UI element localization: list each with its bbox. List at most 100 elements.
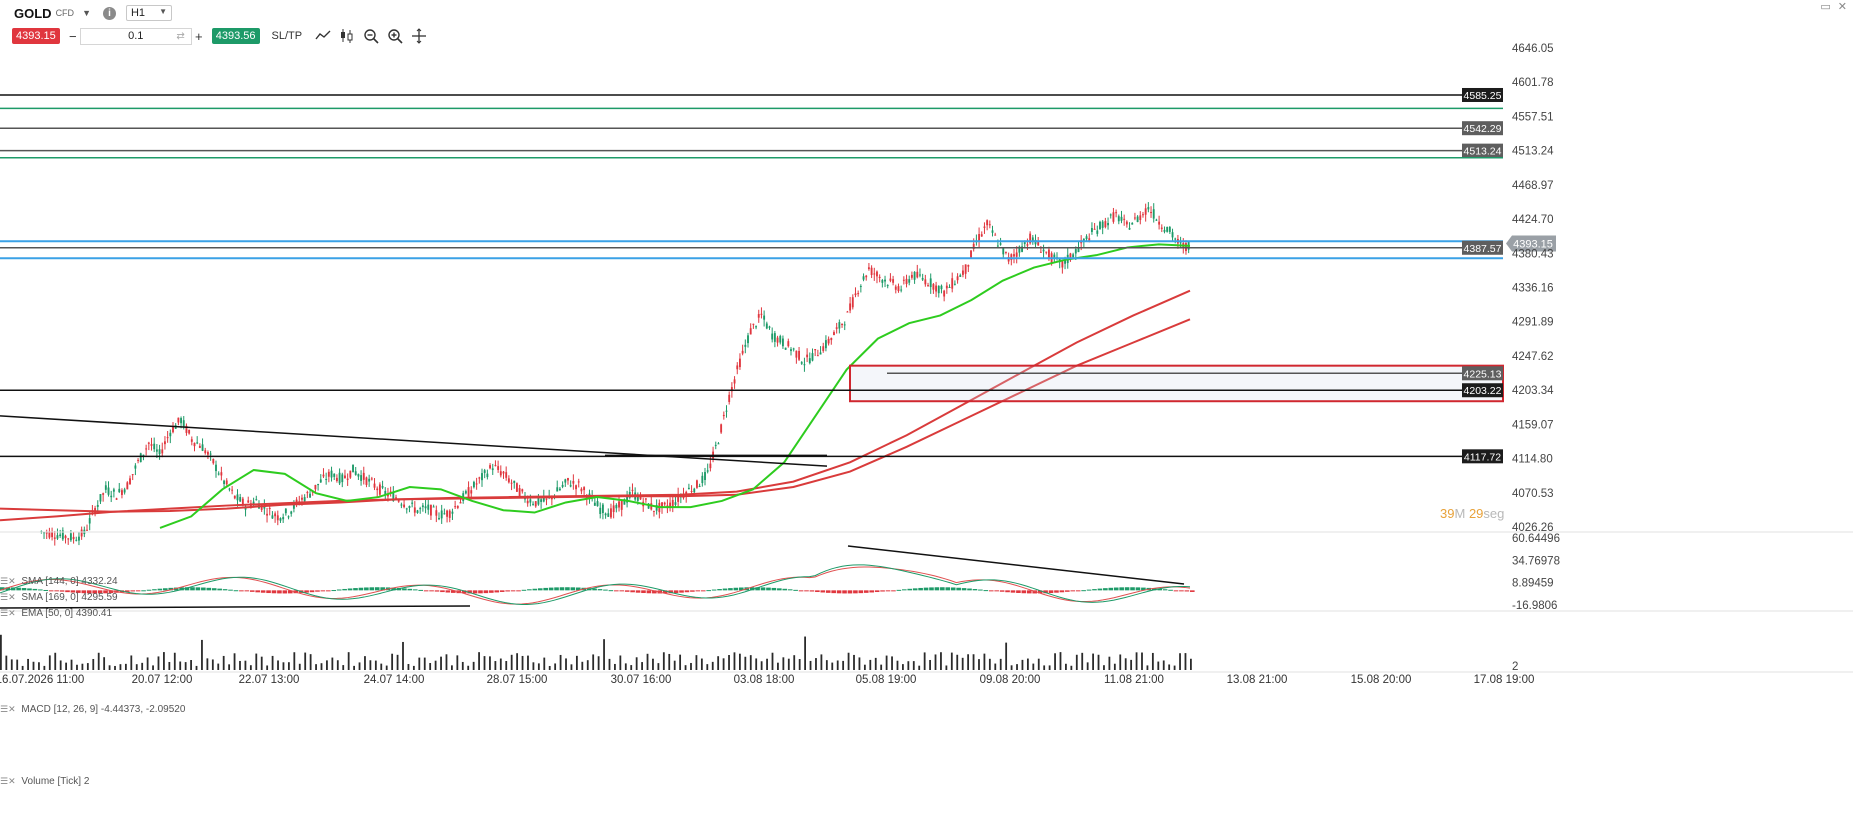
volume-bar <box>1173 665 1176 670</box>
crosshair-icon[interactable] <box>410 27 428 45</box>
volume-bar <box>711 661 714 670</box>
increase-quantity-button[interactable]: + <box>194 28 203 44</box>
sltp-button[interactable]: SL/TP <box>271 30 303 42</box>
candle-body <box>833 332 835 336</box>
buy-price-button[interactable]: 4393.56 <box>211 28 260 44</box>
macd-histogram-bar <box>217 588 222 591</box>
volume-bar <box>342 665 345 670</box>
volume-bar <box>146 657 149 670</box>
candle-body <box>470 490 473 494</box>
candle-body <box>411 502 414 504</box>
macd-histogram-bar <box>190 587 195 591</box>
macd-histogram-bar <box>815 590 820 593</box>
volume-bar <box>157 656 160 670</box>
zoom-out-icon[interactable] <box>362 27 380 45</box>
candle-body <box>397 500 400 502</box>
info-icon[interactable]: i <box>102 6 116 20</box>
candle-body <box>1117 216 1120 222</box>
candle-body <box>983 226 986 228</box>
macd-histogram-bar <box>907 588 913 591</box>
candle-body <box>669 502 672 507</box>
volume-bar <box>657 663 660 670</box>
candle-body <box>158 449 161 455</box>
candle-body <box>349 470 352 478</box>
candle-body <box>204 450 207 454</box>
candle-body <box>376 488 379 491</box>
legend-settings-icon[interactable]: ☰✕ <box>0 704 16 714</box>
timeframe-select[interactable]: H1 ▼ <box>125 5 172 21</box>
candlestick-icon[interactable] <box>338 27 356 45</box>
minimize-icon[interactable]: ▭ <box>1820 1 1831 13</box>
candle-body <box>75 539 78 541</box>
line-chart-icon[interactable] <box>314 27 332 45</box>
volume-bar <box>777 662 779 670</box>
legend-volume[interactable]: ☰✕ Volume [Tick] 2 <box>0 776 90 787</box>
candle-body <box>1107 222 1109 226</box>
macd-histogram-bar <box>59 590 65 592</box>
candle-body <box>532 503 534 505</box>
legend-sma144[interactable]: ☰✕ SMA [144, 0] 4332.24 <box>0 576 118 587</box>
macd-histogram-bar <box>342 588 347 591</box>
candle-body <box>854 293 857 296</box>
candle-body <box>994 234 997 236</box>
volume-bar <box>554 663 557 670</box>
candle-body <box>1123 218 1126 220</box>
legend-macd[interactable]: ☰✕ MACD [12, 26, 9] -4.44373, -2.09520 <box>0 704 186 715</box>
macd-histogram-bar <box>228 589 233 591</box>
volume-bar <box>48 655 51 670</box>
quantity-input[interactable]: 0.1 ⇄ <box>79 27 192 45</box>
volume-bar <box>863 664 866 670</box>
volume-bar <box>10 659 13 670</box>
legend-sma169[interactable]: ☰✕ SMA [169, 0] 4295.59 <box>0 592 118 603</box>
volume-bar <box>891 656 893 670</box>
volume-bar <box>97 652 100 670</box>
candle-body <box>577 481 580 483</box>
macd-histogram-bar <box>168 587 174 591</box>
volume-bar <box>380 663 383 670</box>
x-tick-label: 22.07 13:00 <box>239 674 300 686</box>
symbol-dropdown-icon[interactable]: ▼ <box>82 8 91 18</box>
candle-body <box>1150 211 1152 214</box>
candle-body <box>803 364 806 366</box>
volume-bar <box>532 662 535 670</box>
legend-settings-icon[interactable]: ☰✕ <box>0 776 16 786</box>
symbol-label[interactable]: GOLD <box>14 5 52 21</box>
macd-histogram-bar <box>711 589 717 591</box>
candle-body <box>564 479 567 483</box>
candle-body <box>419 508 422 510</box>
candle-body <box>962 270 964 275</box>
close-icon[interactable]: ✕ <box>1837 1 1847 13</box>
macd-histogram-bar <box>630 590 635 593</box>
legend-ema50[interactable]: ☰✕ EMA [50, 0] 4390.41 <box>0 608 113 619</box>
candle-body <box>164 441 166 445</box>
swap-icon[interactable]: ⇄ <box>176 30 185 42</box>
candle-body <box>489 465 491 469</box>
macd-signal-line <box>0 564 1191 605</box>
macd-histogram-bar <box>483 590 489 594</box>
candle-body <box>876 271 878 277</box>
macd-histogram-bar <box>244 590 250 592</box>
volume-bar <box>950 652 953 670</box>
candle-body <box>96 504 99 507</box>
volume-bar <box>70 659 73 670</box>
volume-bar <box>1075 654 1078 670</box>
candle-body <box>155 449 158 452</box>
candle-body <box>239 496 242 502</box>
candle-body <box>43 532 45 534</box>
volume-bar <box>614 663 616 670</box>
decrease-quantity-button[interactable]: − <box>68 28 77 44</box>
volume-bar <box>222 655 225 670</box>
legend-settings-icon[interactable]: ☰✕ <box>0 608 16 618</box>
candle-body <box>822 346 825 351</box>
candle-body <box>763 315 766 320</box>
candle-body <box>212 459 215 464</box>
candle-body <box>69 533 72 541</box>
legend-settings-icon[interactable]: ☰✕ <box>0 592 16 602</box>
legend-settings-icon[interactable]: ☰✕ <box>0 576 16 586</box>
macd-histogram-bar <box>825 590 831 593</box>
sell-price-button[interactable]: 4393.15 <box>12 28 60 44</box>
zoom-in-icon[interactable] <box>386 27 404 45</box>
macd-histogram-bar <box>570 587 576 591</box>
candle-body <box>843 324 846 326</box>
